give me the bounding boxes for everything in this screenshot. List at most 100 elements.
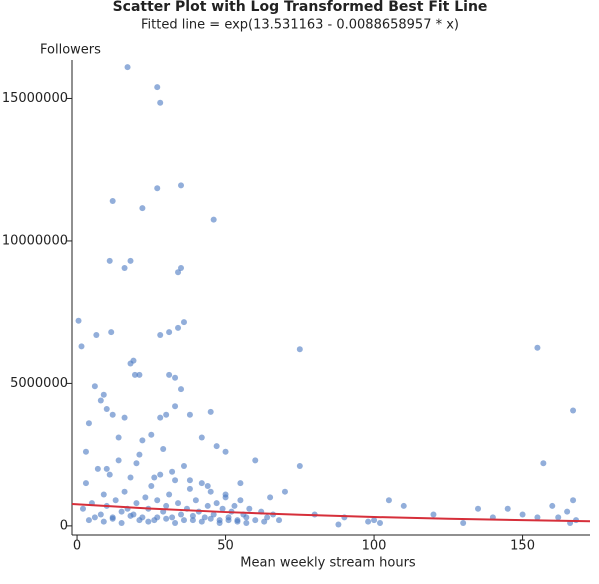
point <box>163 515 170 522</box>
point <box>82 448 89 455</box>
point <box>148 482 155 489</box>
point <box>178 182 185 189</box>
point <box>109 515 116 522</box>
point <box>198 434 205 441</box>
point <box>118 508 125 515</box>
point <box>127 360 134 367</box>
point <box>281 488 288 495</box>
point <box>430 511 437 518</box>
point <box>154 497 161 504</box>
point <box>540 460 547 467</box>
point <box>219 505 226 512</box>
point <box>180 463 187 470</box>
point <box>267 494 274 501</box>
point <box>234 518 241 525</box>
point <box>136 371 143 378</box>
point <box>154 84 161 91</box>
point <box>175 269 182 276</box>
point <box>166 371 173 378</box>
point <box>172 520 179 527</box>
y-axis-label: Followers <box>40 43 101 58</box>
point <box>139 205 146 212</box>
point <box>79 505 86 512</box>
point <box>460 520 467 527</box>
point <box>154 185 161 192</box>
chart-title: Scatter Plot with Log Transformed Best F… <box>113 0 488 15</box>
point <box>121 414 128 421</box>
point <box>178 386 185 393</box>
x-tick-label: 100 <box>362 539 387 554</box>
point <box>231 502 238 509</box>
point <box>216 520 223 527</box>
point <box>121 265 128 272</box>
point <box>222 448 229 455</box>
point <box>222 491 229 498</box>
point <box>109 198 116 205</box>
point <box>243 514 250 521</box>
point <box>178 511 185 518</box>
y-tick-label: 15000000 <box>2 91 68 106</box>
point <box>103 465 110 472</box>
point <box>172 477 179 484</box>
point <box>519 511 526 518</box>
point <box>475 505 482 512</box>
point <box>192 497 199 504</box>
point <box>204 502 211 509</box>
point <box>261 518 268 525</box>
point <box>207 488 214 495</box>
point <box>136 517 143 524</box>
point <box>115 434 122 441</box>
point <box>127 474 134 481</box>
chart-subtitle: Fitted line = exp(13.531163 - 0.00886589… <box>141 18 459 33</box>
point <box>207 515 214 522</box>
point <box>243 520 250 527</box>
point <box>201 514 208 521</box>
point <box>246 505 253 512</box>
point <box>82 480 89 487</box>
point <box>534 514 541 521</box>
point <box>139 437 146 444</box>
point <box>377 520 384 527</box>
point <box>237 497 244 504</box>
point <box>296 346 303 353</box>
point <box>127 512 134 519</box>
point <box>94 465 101 472</box>
point <box>133 460 140 467</box>
point <box>75 317 82 324</box>
point <box>252 457 259 464</box>
point <box>157 331 164 338</box>
point <box>103 406 110 413</box>
point <box>204 482 211 489</box>
point <box>365 518 372 525</box>
point <box>189 512 196 519</box>
point <box>210 216 217 223</box>
point <box>157 414 164 421</box>
y-tick-label: 0 <box>60 518 68 533</box>
point <box>189 517 196 524</box>
point <box>91 514 98 521</box>
y-tick-label: 10000000 <box>2 233 68 248</box>
point <box>564 508 571 515</box>
point <box>504 505 511 512</box>
fit-line <box>71 503 591 523</box>
point <box>198 518 205 525</box>
point <box>198 480 205 487</box>
point <box>549 502 556 509</box>
point <box>172 374 179 381</box>
point <box>175 324 182 331</box>
point <box>163 502 170 509</box>
point <box>264 514 271 521</box>
point <box>555 514 562 521</box>
point <box>225 517 232 524</box>
point <box>175 500 182 507</box>
point <box>169 468 176 475</box>
point <box>100 518 107 525</box>
point <box>106 471 113 478</box>
point <box>121 488 128 495</box>
point <box>160 445 167 452</box>
x-axis-label: Mean weekly stream hours <box>240 556 416 571</box>
point <box>157 99 164 106</box>
point <box>166 329 173 336</box>
point <box>163 411 170 418</box>
